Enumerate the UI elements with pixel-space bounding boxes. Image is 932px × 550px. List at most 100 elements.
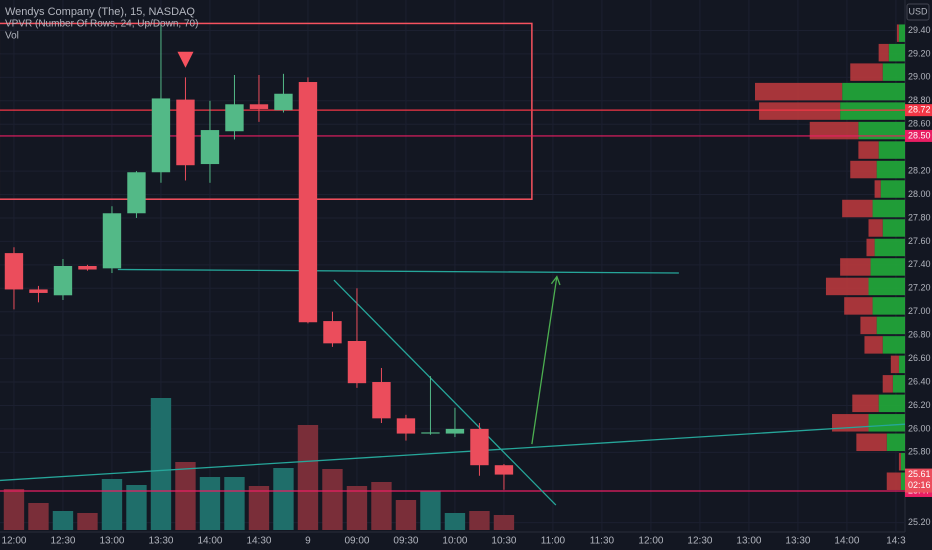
profile-down: [759, 102, 841, 120]
y-tick-label: 26.40: [908, 376, 931, 386]
profile-up: [882, 63, 905, 81]
plot: [0, 0, 906, 532]
volume-bar: [493, 515, 515, 530]
x-tick-label: 12:00: [1, 536, 26, 547]
x-tick-label: 14:00: [834, 536, 859, 547]
profile-up: [876, 160, 905, 179]
volume-bar: [273, 468, 294, 530]
x-tick-label: 09:00: [344, 536, 369, 547]
currency-badge: [906, 3, 930, 21]
volume-bar: [346, 486, 368, 530]
candle-body: [323, 321, 342, 344]
candle-body: [396, 418, 416, 434]
x-tick-label: 14:00: [197, 536, 222, 547]
volume-bar: [395, 500, 417, 530]
y-tick-label: 26.00: [908, 423, 931, 433]
profile-up: [898, 355, 905, 374]
profile-up: [842, 82, 905, 101]
volume-bar: [52, 511, 74, 530]
profile-down: [860, 316, 877, 335]
profile-down: [890, 355, 899, 374]
trend-line: [0, 423, 906, 482]
profile-down: [886, 472, 901, 490]
signal-marker: [177, 51, 194, 68]
trend-line: [333, 279, 557, 506]
candle-body: [102, 213, 122, 269]
x-tick-label: 12:30: [687, 536, 712, 547]
profile-down: [868, 219, 883, 237]
y-tick-label: 27.80: [908, 212, 931, 222]
candle-body: [249, 104, 269, 109]
profile-down: [874, 180, 881, 198]
profile-up: [868, 277, 905, 296]
profile-up: [880, 180, 905, 198]
y-tick-label: 25.80: [908, 447, 931, 457]
profile-down: [882, 375, 893, 393]
candle-body: [176, 99, 195, 166]
candle-body: [445, 428, 465, 434]
volume-bar: [297, 425, 319, 530]
volume-bar: [77, 513, 98, 530]
candle-body: [421, 432, 440, 434]
y-tick-label: 25.20: [908, 517, 931, 527]
profile-up: [868, 414, 905, 432]
profile-down: [850, 160, 877, 179]
profile-up: [882, 219, 905, 237]
volume-bar: [175, 462, 196, 530]
trend-line: [117, 268, 679, 274]
price-badge: [905, 104, 932, 117]
volume-bar: [101, 479, 123, 530]
profile-up: [872, 297, 905, 315]
candle-body: [298, 82, 318, 323]
volume-bar: [444, 513, 466, 530]
y-tick-label: 28.80: [908, 95, 931, 105]
x-tick-label: 13:30: [785, 536, 810, 547]
profile-down: [755, 82, 843, 101]
y-tick-label: 28.60: [908, 119, 931, 129]
volume-bar: [420, 491, 441, 530]
x-tick-label: 14:30: [246, 536, 271, 547]
profile-up: [900, 472, 905, 490]
y-tick-label: 28.20: [908, 165, 931, 175]
volume-bar: [371, 482, 392, 530]
profile-up: [878, 394, 905, 413]
candle-body: [274, 93, 293, 111]
y-tick-label: 27.40: [908, 259, 931, 269]
currency: USD: [908, 6, 928, 16]
y-tick-label: 29.20: [908, 48, 931, 58]
profile-up: [898, 24, 905, 42]
candle-body: [200, 130, 220, 165]
volume-bar: [3, 489, 25, 530]
x-tick-label: 11:30: [590, 536, 615, 547]
volume-bar: [28, 503, 49, 530]
volume-label: Vol: [5, 31, 19, 42]
profile-down: [844, 297, 873, 315]
volume-bar: [199, 477, 221, 530]
profile-down: [898, 453, 901, 471]
profile-up: [858, 121, 905, 140]
profile-down: [856, 433, 887, 452]
arrow-head: [550, 275, 561, 286]
x-tick-label: 12:00: [638, 536, 663, 547]
volume-bar: [248, 486, 270, 530]
profile-down: [825, 277, 869, 296]
x-tick-label: 13:30: [148, 536, 173, 547]
y-tick-label: 27.60: [908, 236, 931, 246]
profile-up: [870, 258, 905, 276]
profile-up: [892, 375, 905, 393]
candle-body: [470, 428, 489, 466]
candle-body: [372, 382, 391, 419]
x-tick-label: 10:00: [442, 536, 467, 547]
profile-up: [872, 199, 905, 218]
x-tick-label: 9: [305, 536, 311, 547]
profile-down: [866, 238, 875, 257]
indicator-label: VPVR (Number Of Rows, 24, Up/Down, 70): [5, 19, 198, 30]
profile-down: [852, 394, 879, 413]
y-tick-label: 27.20: [908, 283, 931, 293]
x-tick-label: 09:30: [393, 536, 418, 547]
x-tick-label: 14:3: [886, 536, 906, 547]
profile-down: [809, 121, 859, 140]
volume-bar: [224, 477, 245, 530]
